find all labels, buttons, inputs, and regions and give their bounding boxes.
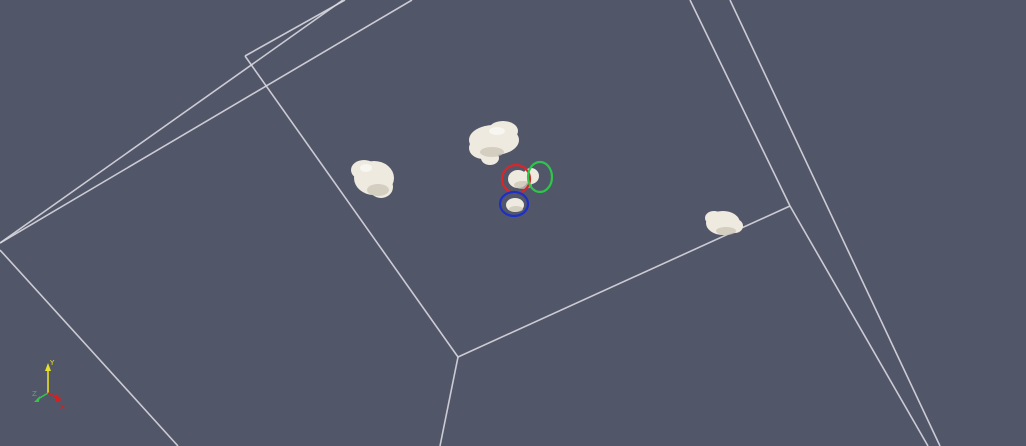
wireframe-edge (0, 0, 344, 244)
axis-y-label: Y (49, 359, 55, 367)
green-marker (526, 160, 554, 194)
particle-cluster-right[interactable] (705, 211, 743, 235)
wireframe-edge (789, 205, 929, 446)
wireframe-edge (0, 0, 413, 244)
axis-y-arrowhead (45, 363, 51, 371)
wireframe-edge (689, 0, 791, 207)
wireframe-edge (244, 0, 346, 57)
particle-cluster-left[interactable] (351, 160, 394, 198)
orientation-axes: Y Z X (32, 359, 65, 411)
wireframe-edge (729, 0, 941, 446)
wireframe-edge (244, 55, 459, 358)
selection-markers (498, 160, 554, 218)
particle-cluster-top[interactable] (469, 121, 519, 165)
axis-z-arrowhead (34, 396, 40, 402)
axis-x-label: X (60, 403, 65, 411)
particle-cluster-center[interactable] (506, 168, 539, 212)
wireframe (0, 0, 941, 446)
axis-z-label: Z (32, 390, 37, 398)
blue-marker (498, 190, 530, 218)
wireframe-edge (439, 356, 459, 446)
axis-x-arrowhead (55, 394, 62, 402)
axis-z-arrow (37, 392, 49, 400)
wireframe-edge (0, 249, 179, 446)
